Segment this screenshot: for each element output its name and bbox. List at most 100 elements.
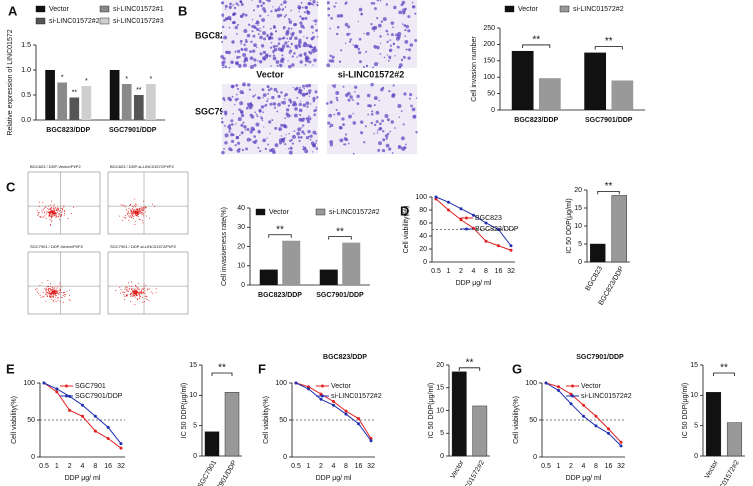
event <box>55 294 57 296</box>
cell <box>288 132 290 135</box>
event <box>130 288 132 290</box>
legend-swatch <box>315 208 326 216</box>
bar <box>705 392 722 457</box>
event <box>135 209 137 211</box>
event <box>142 209 144 211</box>
cell <box>282 26 286 29</box>
event <box>49 207 51 209</box>
point <box>594 424 598 428</box>
point <box>93 429 97 433</box>
cell <box>360 120 364 124</box>
cell <box>254 94 257 96</box>
cell <box>384 114 389 118</box>
cell <box>313 58 317 63</box>
event <box>127 211 129 213</box>
cell <box>263 126 265 128</box>
point <box>319 397 323 401</box>
event <box>48 285 50 287</box>
cell <box>221 117 223 120</box>
cell <box>291 103 296 107</box>
x-tick-label: 0.5 <box>431 268 441 275</box>
event <box>45 289 47 291</box>
event <box>55 285 57 287</box>
cell <box>387 59 390 62</box>
cell <box>259 35 263 40</box>
cell <box>371 110 374 113</box>
cell <box>229 123 231 126</box>
event <box>137 215 139 217</box>
cell <box>302 84 305 88</box>
cell <box>342 85 345 88</box>
cell <box>304 16 308 20</box>
event <box>72 206 74 208</box>
x-tick-label: SGC7901/DDP <box>585 117 633 124</box>
cell <box>239 101 244 106</box>
event <box>124 217 126 219</box>
cell <box>379 122 382 126</box>
cell <box>345 138 349 142</box>
event <box>53 215 55 217</box>
cell <box>261 18 266 22</box>
cell <box>236 93 238 96</box>
event <box>37 214 39 216</box>
event <box>145 285 147 287</box>
cell <box>400 110 403 113</box>
event <box>132 211 134 213</box>
cell <box>376 45 380 50</box>
event <box>127 212 129 214</box>
cell <box>415 97 418 99</box>
y-tick-label: 5 <box>440 430 444 437</box>
significance: ** <box>336 226 344 237</box>
cell <box>280 48 283 50</box>
event <box>134 211 136 213</box>
cell <box>404 29 407 32</box>
cell <box>388 55 392 59</box>
cell <box>298 88 301 91</box>
cell <box>356 102 360 106</box>
cell <box>370 121 374 125</box>
cell <box>273 87 278 92</box>
cell <box>414 12 417 15</box>
cell <box>256 46 258 49</box>
event <box>138 218 140 220</box>
x-tick-label: 32 <box>507 268 515 275</box>
y-tick-label: 15 <box>574 205 582 212</box>
event <box>54 299 56 301</box>
cell <box>224 65 227 69</box>
cell <box>288 64 292 69</box>
cell <box>263 37 267 41</box>
event <box>143 291 145 293</box>
cell <box>410 104 413 108</box>
cell <box>237 4 240 7</box>
event <box>120 292 122 294</box>
point <box>544 381 548 385</box>
event <box>123 295 125 297</box>
cell <box>315 29 318 32</box>
cell <box>278 127 283 131</box>
event <box>54 215 56 217</box>
event <box>132 288 134 290</box>
event <box>62 291 64 293</box>
event <box>53 289 55 291</box>
x-tick-label: 32 <box>367 463 375 470</box>
y-tick-label: 40 <box>419 233 427 240</box>
point <box>119 442 123 446</box>
event <box>48 290 50 292</box>
event <box>47 295 49 297</box>
event <box>132 208 134 210</box>
cell <box>395 33 398 37</box>
cell <box>252 34 256 38</box>
bracket <box>458 367 481 371</box>
y-tick-label: 200 <box>483 41 495 48</box>
cell <box>391 93 396 98</box>
cell <box>347 98 351 102</box>
event <box>139 208 141 210</box>
point <box>582 403 585 407</box>
event <box>50 217 52 219</box>
event <box>48 216 50 218</box>
cell <box>298 55 300 57</box>
event <box>135 212 137 214</box>
y-tick-label: 15 <box>189 362 197 369</box>
